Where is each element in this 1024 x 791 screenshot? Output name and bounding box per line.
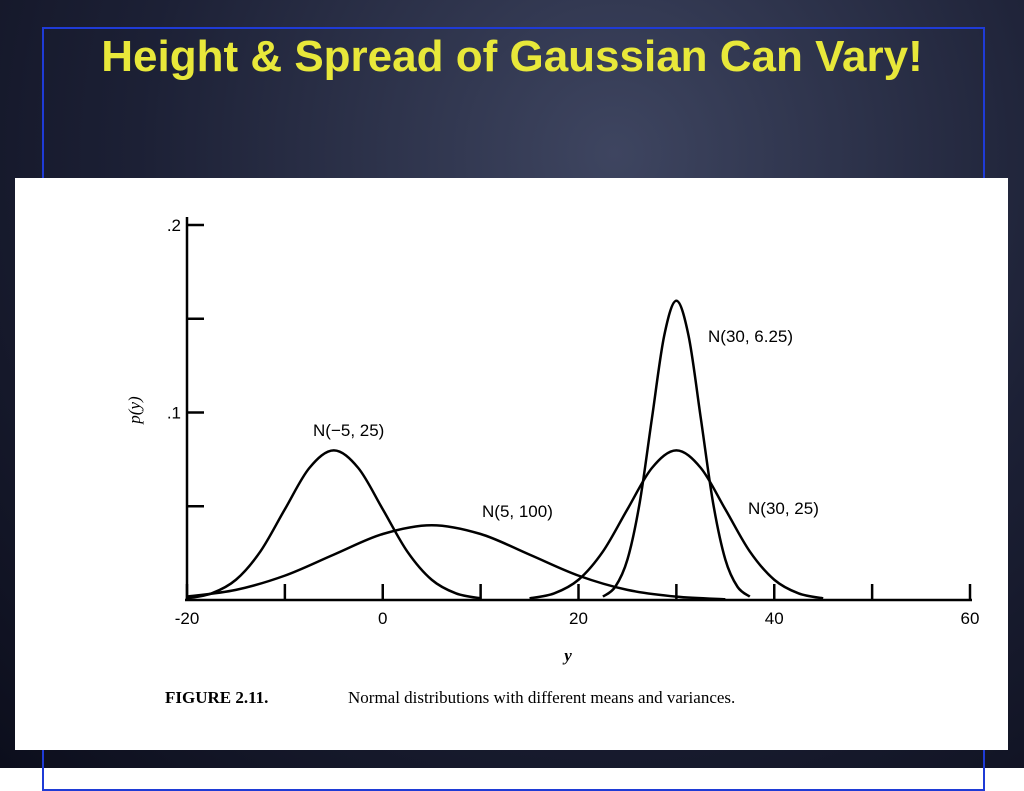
curve-label: N(5, 100) bbox=[482, 502, 553, 521]
y-axis-label: p(y) bbox=[125, 396, 144, 425]
x-axis-label: y bbox=[562, 646, 572, 665]
curve bbox=[602, 299, 751, 598]
x-tick-label: 0 bbox=[378, 609, 387, 628]
curve-label: N(−5, 25) bbox=[313, 421, 384, 440]
y-tick-label: .1 bbox=[167, 404, 181, 423]
caption-text: Normal distributions with different mean… bbox=[348, 688, 735, 707]
curve bbox=[186, 449, 481, 600]
chart-panel bbox=[15, 178, 1008, 750]
x-tick-label: 20 bbox=[569, 609, 588, 628]
caption-label: FIGURE 2.11. bbox=[165, 688, 268, 707]
chart: y p(y) FIGURE 2.11. Normal distributions… bbox=[15, 178, 1008, 750]
x-tick-label: -20 bbox=[175, 609, 200, 628]
y-tick-label: .2 bbox=[167, 216, 181, 235]
slide-title: Height & Spread of Gaussian Can Vary! bbox=[101, 32, 923, 81]
x-tick-label: 60 bbox=[961, 609, 980, 628]
x-tick-label: 40 bbox=[765, 609, 784, 628]
curve bbox=[186, 523, 726, 601]
curve bbox=[529, 449, 824, 600]
curve-label: N(30, 6.25) bbox=[708, 327, 793, 346]
curve-label: N(30, 25) bbox=[748, 499, 819, 518]
